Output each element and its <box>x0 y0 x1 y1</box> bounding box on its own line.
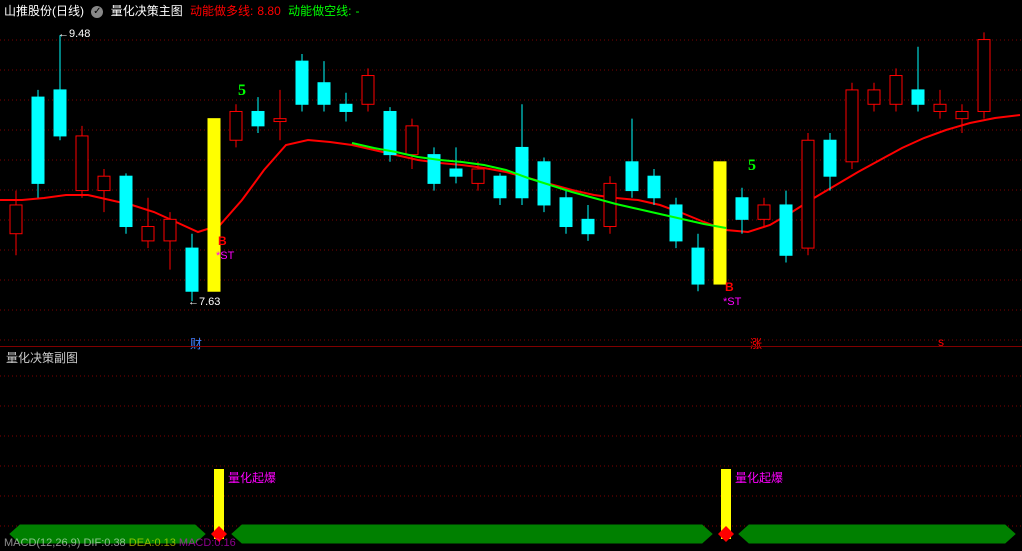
short-line-value: - <box>355 4 359 18</box>
short-line-label: 动能做空线: <box>288 4 351 18</box>
candlestick-svg <box>0 0 1022 346</box>
macd-val-label: MACD: <box>179 537 214 549</box>
sub-indicator-svg <box>0 347 1022 551</box>
check-icon: ✓ <box>91 6 103 18</box>
main-chart-header: 山推股份(日线) ✓ 量化决策主图 动能做多线: 8.80 动能做空线:- <box>4 2 363 19</box>
long-line-label: 动能做多线: <box>190 4 253 18</box>
indicator-main-label: 量化决策主图 <box>111 4 183 18</box>
long-line-value: 8.80 <box>257 4 280 18</box>
symbol-label: 山推股份(日线) <box>4 4 84 18</box>
macd-footer: MACD(12,26,9) DIF:0.38 DEA:0.13 MACD:0.1… <box>4 537 236 549</box>
macd-val: 0.16 <box>214 537 235 549</box>
main-chart-panel[interactable]: 山推股份(日线) ✓ 量化决策主图 动能做多线:8.80 动能做空线:- ←9.… <box>0 0 1022 346</box>
dea-value: 0.13 <box>154 537 175 549</box>
dif-value: 0.38 <box>104 537 125 549</box>
dif-label: DIF: <box>83 537 104 549</box>
macd-params: MACD(12,26,9) <box>4 537 80 549</box>
sub-chart-title: 量化决策副图 <box>6 349 78 366</box>
sub-chart-panel[interactable]: 量化起爆量化起爆 <box>0 346 1022 541</box>
dea-label: DEA: <box>129 537 155 549</box>
